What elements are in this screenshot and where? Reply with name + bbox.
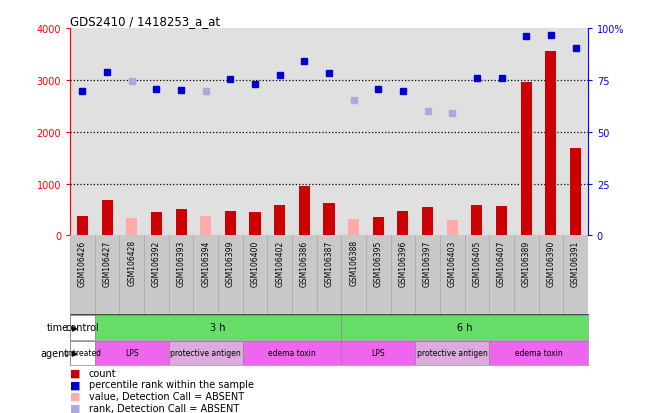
- Bar: [274, 205, 285, 236]
- Bar: [397, 211, 409, 236]
- Text: untreated: untreated: [63, 349, 102, 358]
- Bar: [151, 213, 162, 236]
- Text: time: time: [47, 323, 69, 332]
- Text: GSM106405: GSM106405: [472, 240, 482, 286]
- Bar: [169, 341, 242, 366]
- Text: GSM106396: GSM106396: [398, 240, 407, 286]
- Bar: [200, 217, 211, 236]
- Text: GSM106393: GSM106393: [176, 240, 186, 286]
- Text: GSM106402: GSM106402: [275, 240, 284, 286]
- Text: ■: ■: [70, 391, 81, 401]
- Text: GSM106392: GSM106392: [152, 240, 161, 286]
- Text: LPS: LPS: [371, 349, 385, 358]
- Text: rank, Detection Call = ABSENT: rank, Detection Call = ABSENT: [89, 403, 239, 413]
- Bar: [520, 83, 532, 236]
- Text: ▶: ▶: [72, 323, 78, 332]
- Text: ■: ■: [70, 368, 81, 378]
- Bar: [373, 218, 384, 236]
- Text: LPS: LPS: [125, 349, 138, 358]
- Bar: [77, 216, 88, 236]
- Text: edema toxin: edema toxin: [268, 349, 316, 358]
- Text: ■: ■: [70, 380, 81, 389]
- Bar: [242, 341, 341, 366]
- Bar: [348, 219, 359, 236]
- Text: GSM106397: GSM106397: [423, 240, 432, 286]
- Text: GSM106403: GSM106403: [448, 240, 457, 286]
- Text: GSM106391: GSM106391: [571, 240, 580, 286]
- Text: 3 h: 3 h: [210, 323, 226, 332]
- Text: GSM106407: GSM106407: [497, 240, 506, 286]
- Text: ■: ■: [70, 403, 81, 413]
- Bar: [126, 219, 138, 236]
- Bar: [415, 341, 489, 366]
- Bar: [570, 149, 581, 236]
- Text: ▶: ▶: [72, 349, 78, 358]
- Text: GSM106426: GSM106426: [78, 240, 87, 286]
- Text: edema toxin: edema toxin: [514, 349, 562, 358]
- Bar: [225, 211, 236, 236]
- Bar: [422, 207, 433, 236]
- Text: GSM106389: GSM106389: [522, 240, 530, 286]
- Bar: [176, 210, 186, 236]
- Text: GSM106388: GSM106388: [349, 240, 358, 286]
- Text: percentile rank within the sample: percentile rank within the sample: [89, 380, 254, 389]
- Bar: [489, 341, 588, 366]
- Text: protective antigen: protective antigen: [170, 349, 241, 358]
- Bar: [323, 204, 335, 236]
- Bar: [472, 205, 482, 236]
- Text: 6 h: 6 h: [457, 323, 472, 332]
- Text: GSM106428: GSM106428: [128, 240, 136, 286]
- Bar: [102, 201, 113, 236]
- Text: control: control: [65, 323, 100, 332]
- Text: GSM106427: GSM106427: [103, 240, 112, 286]
- Text: GSM106394: GSM106394: [201, 240, 210, 286]
- Text: GSM106400: GSM106400: [250, 240, 260, 286]
- Text: agent: agent: [41, 348, 69, 358]
- Text: GSM106390: GSM106390: [546, 240, 555, 286]
- Text: protective antigen: protective antigen: [417, 349, 488, 358]
- Text: GSM106387: GSM106387: [325, 240, 333, 286]
- Text: GSM106386: GSM106386: [300, 240, 309, 286]
- Text: GSM106395: GSM106395: [374, 240, 383, 286]
- Bar: [95, 341, 169, 366]
- Text: GDS2410 / 1418253_a_at: GDS2410 / 1418253_a_at: [70, 15, 220, 28]
- Bar: [95, 315, 341, 340]
- Text: count: count: [89, 368, 116, 378]
- Bar: [249, 213, 261, 236]
- Bar: [496, 206, 507, 236]
- Text: GSM106399: GSM106399: [226, 240, 235, 286]
- Bar: [447, 220, 458, 236]
- Text: value, Detection Call = ABSENT: value, Detection Call = ABSENT: [89, 391, 244, 401]
- Bar: [70, 315, 95, 340]
- Bar: [341, 341, 415, 366]
- Bar: [545, 52, 556, 236]
- Bar: [341, 315, 588, 340]
- Bar: [70, 341, 95, 366]
- Bar: [299, 187, 310, 236]
